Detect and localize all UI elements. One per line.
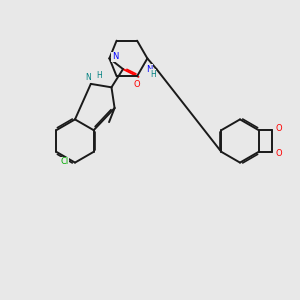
Text: H: H: [150, 70, 156, 79]
Text: Cl: Cl: [60, 158, 68, 166]
Text: O: O: [275, 124, 282, 133]
Text: N: N: [86, 73, 92, 82]
Text: N: N: [146, 65, 152, 74]
Text: H: H: [96, 71, 102, 80]
Text: O: O: [275, 149, 282, 158]
Text: O: O: [134, 80, 140, 89]
Text: N: N: [112, 52, 118, 62]
